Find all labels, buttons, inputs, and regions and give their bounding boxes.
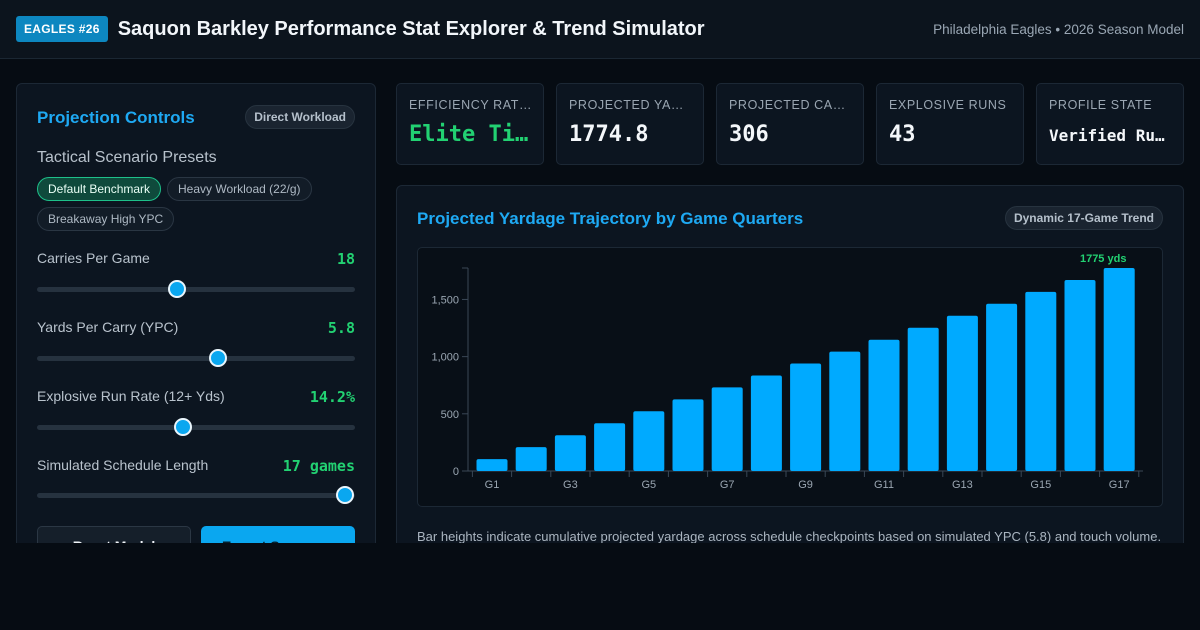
projection-controls-panel: Projection Controls Direct Workload Tact… xyxy=(16,83,376,543)
app-title: Saquon Barkley Performance Stat Explorer… xyxy=(117,17,705,40)
x-tick-label: G13 xyxy=(952,479,973,491)
schedule-length-slider-thumb[interactable] xyxy=(336,486,355,504)
stat-card-efficiency: EFFICIENCY RATING Elite Tier xyxy=(396,83,544,165)
x-tick-label: G17 xyxy=(1109,479,1130,491)
chart-bar xyxy=(1064,280,1096,471)
x-tick-label: G15 xyxy=(1030,479,1051,491)
ypc-value: 5.8 xyxy=(327,319,355,337)
stat-value: 43 xyxy=(889,122,916,147)
ypc-label: Yards Per Carry (YPC) xyxy=(37,319,179,335)
chart-bar xyxy=(515,447,547,471)
preset-heavy-workload[interactable]: Heavy Workload (22/g) xyxy=(167,177,312,201)
y-tick-label: 1,000 xyxy=(431,352,459,364)
schedule-length-label: Simulated Schedule Length xyxy=(37,457,209,473)
chart-bar xyxy=(1025,291,1057,471)
x-tick-label: G3 xyxy=(563,479,578,491)
chart-bar xyxy=(1103,268,1135,471)
chart-bar xyxy=(868,339,900,471)
carries-slider-thumb[interactable] xyxy=(167,280,186,298)
controls-title: Projection Controls xyxy=(37,108,195,127)
schedule-length-value: 17 games xyxy=(282,457,355,475)
stat-card-profile-state: PROFILE STATE Verified Rusher xyxy=(1036,83,1184,165)
export-summary-button[interactable]: Export Summary xyxy=(201,526,355,543)
preset-default-benchmark[interactable]: Default Benchmark xyxy=(37,177,162,201)
y-tick-label: 500 xyxy=(441,409,459,421)
team-badge: EAGLES #26 xyxy=(16,16,108,42)
chart-bar xyxy=(829,351,861,471)
chart-bar xyxy=(986,303,1018,471)
stat-label: EFFICIENCY RATING xyxy=(409,98,533,112)
stat-value: Elite Tier xyxy=(409,122,533,147)
chart-bar xyxy=(946,315,978,471)
chart-bar xyxy=(594,423,626,471)
chart-description: Bar heights indicate cumulative projecte… xyxy=(417,529,1162,543)
main-viewport[interactable]: Projection Controls Direct Workload Tact… xyxy=(0,59,1200,543)
workload-mode-badge: Direct Workload xyxy=(245,105,355,129)
carries-slider[interactable] xyxy=(37,280,355,298)
yardage-bar-chart: 0 500 1,000 1,500 G1 G3 G5 G7 G9 G11 G13 G15 G17 1775… xyxy=(431,253,1143,491)
trend-badge: Dynamic 17-Game Trend xyxy=(1004,206,1163,230)
schedule-length-slider[interactable] xyxy=(37,486,355,504)
chart-bar xyxy=(711,387,743,471)
explosive-rate-slider-thumb[interactable] xyxy=(174,418,193,436)
preset-breakaway-high-ypc[interactable]: Breakaway High YPC xyxy=(37,207,175,231)
x-tick-label: G7 xyxy=(720,479,735,491)
chart-bar xyxy=(672,399,704,471)
explosive-rate-label: Explosive Run Rate (12+ Yds) xyxy=(37,388,225,404)
x-tick-label: G1 xyxy=(485,479,500,491)
chart-bar xyxy=(790,363,822,471)
ypc-slider[interactable] xyxy=(37,349,355,367)
ypc-slider-thumb[interactable] xyxy=(209,349,228,367)
stat-label: PROJECTED YARDS xyxy=(569,98,693,112)
stat-label: PROFILE STATE xyxy=(1049,98,1153,112)
stat-value: 306 xyxy=(729,122,769,147)
chart-title: Projected Yardage Trajectory by Game Qua… xyxy=(417,209,804,228)
presets-title: Tactical Scenario Presets xyxy=(37,149,217,166)
stat-card-explosive-runs: EXPLOSIVE RUNS 43 xyxy=(876,83,1024,165)
yardage-chart-panel: Projected Yardage Trajectory by Game Qua… xyxy=(396,185,1184,543)
bar-value-label: 1775 yds xyxy=(1080,253,1126,265)
chart-area: 0 500 1,000 1,500 G1 G3 G5 G7 G9 G11 G13 G15 G17 1775… xyxy=(417,247,1163,507)
stat-card-projected-yards: PROJECTED YARDS 1774.8 xyxy=(556,83,704,165)
carries-value: 18 xyxy=(336,250,355,268)
stat-value: 1774.8 xyxy=(569,122,649,147)
chart-bar xyxy=(633,411,665,471)
x-tick-label: G5 xyxy=(641,479,656,491)
explosive-rate-value: 14.2% xyxy=(309,388,355,406)
app-header: EAGLES #26 Saquon Barkley Performance St… xyxy=(0,0,1200,59)
chart-bar xyxy=(907,327,939,471)
chart-bar xyxy=(750,375,782,471)
x-tick-label: G11 xyxy=(874,479,894,491)
stat-value: Verified Rusher xyxy=(1049,126,1173,145)
carries-label: Carries Per Game xyxy=(37,250,150,266)
x-tick-label: G9 xyxy=(798,479,813,491)
chart-bar xyxy=(554,435,586,471)
y-tick-label: 1,500 xyxy=(431,294,459,306)
chart-bar xyxy=(476,459,508,471)
explosive-rate-slider[interactable] xyxy=(37,418,355,436)
season-subtitle: Philadelphia Eagles • 2026 Season Model xyxy=(933,21,1184,37)
stat-card-projected-carries: PROJECTED CARRIES 306 xyxy=(716,83,864,165)
y-tick-label: 0 xyxy=(453,466,459,478)
reset-model-button[interactable]: Reset Model xyxy=(37,526,191,543)
stat-label: PROJECTED CARRIES xyxy=(729,98,853,112)
stat-label: EXPLOSIVE RUNS xyxy=(889,98,1007,112)
